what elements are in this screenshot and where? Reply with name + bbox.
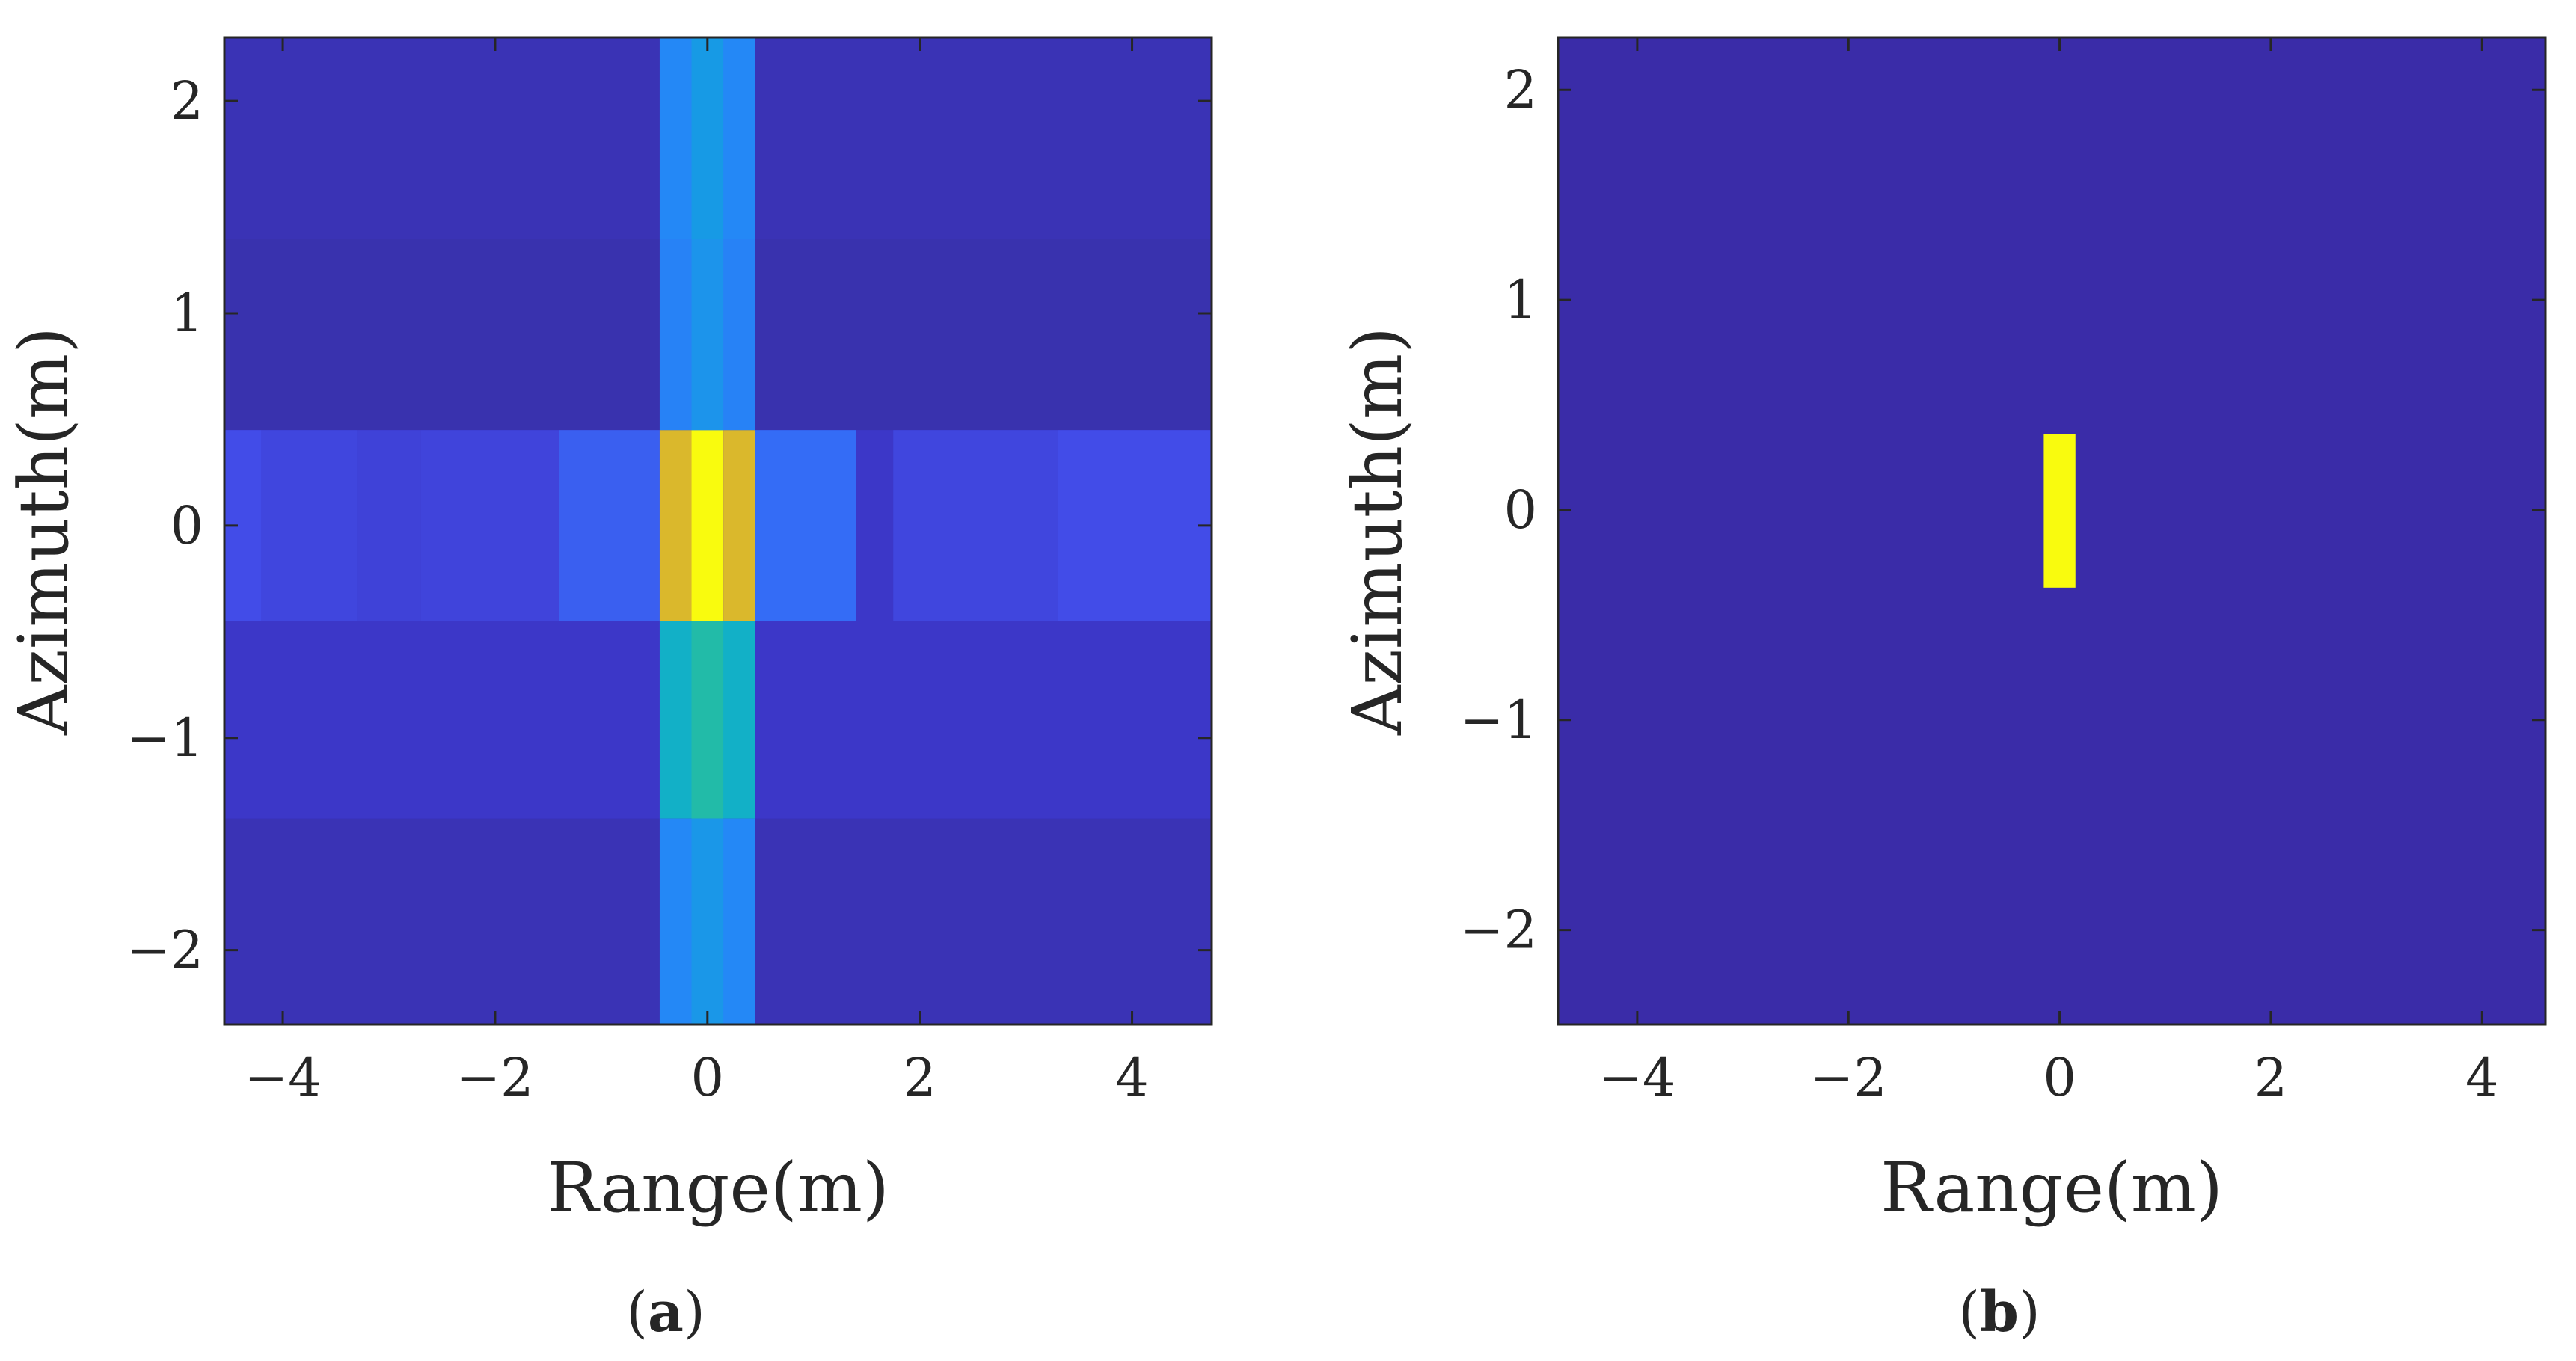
heatmap-cell <box>893 430 1058 621</box>
heatmap-cell <box>691 621 724 819</box>
panel-caption-letter: a <box>648 1280 684 1345</box>
y-tick-label: −2 <box>1460 900 1537 961</box>
x-tick-label: 4 <box>2465 1047 2499 1108</box>
heatmap-cell <box>691 430 724 621</box>
heatmap-cell <box>659 430 692 621</box>
x-tick-label: 2 <box>2254 1047 2288 1108</box>
panel-caption: (a) <box>626 1280 705 1345</box>
y-axis-label: Azimuth(m) <box>4 327 84 736</box>
axes-frame <box>1557 36 2547 1026</box>
x-tick-label: −4 <box>244 1047 321 1108</box>
heatmap-cell <box>420 430 559 621</box>
heatmap-cell <box>856 430 894 621</box>
y-tick-label: 0 <box>170 495 203 556</box>
heatmap-cell <box>2043 434 2076 588</box>
x-tick-label: −2 <box>1810 1047 1887 1108</box>
y-tick-label: −2 <box>126 920 203 981</box>
x-tick-label: 2 <box>903 1047 936 1108</box>
y-axis-label: Azimuth(m) <box>1337 327 1417 736</box>
x-tick-label: 4 <box>1115 1047 1149 1108</box>
y-tick-label: 1 <box>1503 269 1537 331</box>
heatmap-cell <box>691 239 724 431</box>
axes-frame <box>223 36 1213 1026</box>
x-axis-label: Range(m) <box>1880 1148 2223 1228</box>
heatmap-cell <box>1058 430 1212 621</box>
heatmap-cell <box>357 430 421 621</box>
panel-b: −4 −2 0 2 4 −2 −1 0 1 2 Range(m) Azimuth(m) (b) <box>1337 36 2547 1345</box>
y-tick-label: −1 <box>1460 689 1537 751</box>
heatmap-cell <box>755 430 856 621</box>
y-tick-label: 2 <box>170 70 203 132</box>
x-tick-label: −2 <box>456 1047 533 1108</box>
heatmap-cell <box>691 818 724 1024</box>
y-tick-label: 0 <box>1503 479 1537 541</box>
y-tick-label: 1 <box>170 283 203 344</box>
x-tick-label: 0 <box>2043 1047 2076 1108</box>
x-tick-label: 0 <box>691 1047 725 1108</box>
x-tick-label: −4 <box>1598 1047 1675 1108</box>
y-tick-label: −1 <box>126 707 203 769</box>
y-tick-label: 2 <box>1503 59 1537 120</box>
panel-caption: (b) <box>1958 1280 2040 1345</box>
heatmap-cell <box>559 430 660 621</box>
x-axis-label: Range(m) <box>547 1148 889 1228</box>
heatmap-cell <box>723 430 755 621</box>
heatmap-cell <box>691 37 724 239</box>
panel-caption-letter: b <box>1980 1280 2019 1345</box>
heatmap-cell <box>261 430 358 621</box>
